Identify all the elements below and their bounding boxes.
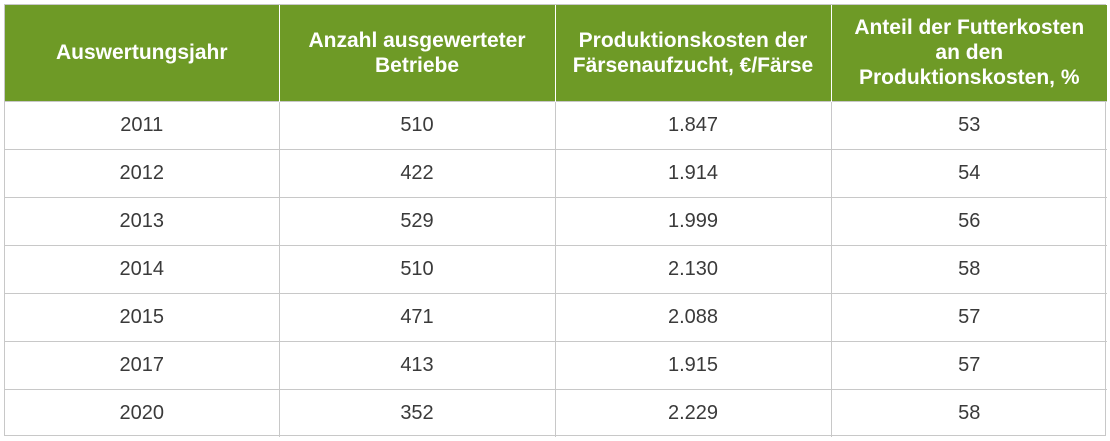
table-row: 2013 529 1.999 56 [5, 196, 1107, 245]
cell-production-cost: 1.999 [555, 196, 832, 245]
table-row: 2014 510 2.130 58 [5, 244, 1107, 293]
cell-feed-cost-share: 54 [831, 148, 1107, 197]
table-body: 2011 510 1.847 53 2012 422 1.914 54 2013 529 1.999… [5, 100, 1107, 437]
cell-feed-cost-share: 56 [831, 196, 1107, 245]
cell-feed-cost-share: 57 [831, 340, 1107, 389]
header-year: Auswertungsjahr [5, 5, 280, 101]
cell-production-cost: 1.915 [555, 340, 832, 389]
table-header: Auswertungsjahr Anzahl ausgewerteter Bet… [5, 5, 1107, 101]
table-row: 2011 510 1.847 53 [5, 100, 1107, 149]
header-farm-count: Anzahl ausgewerteter Betriebe [279, 5, 556, 101]
cell-farm-count: 471 [279, 292, 556, 341]
cell-feed-cost-share: 57 [831, 292, 1107, 341]
header-feed-cost-share: Anteil der Futterkosten an den Produktio… [831, 5, 1107, 101]
header-row: Auswertungsjahr Anzahl ausgewerteter Bet… [5, 5, 1107, 101]
table-row: 2012 422 1.914 54 [5, 148, 1107, 197]
cell-year: 2020 [5, 388, 280, 437]
cell-production-cost: 2.130 [555, 244, 832, 293]
cell-farm-count: 510 [279, 244, 556, 293]
cell-year: 2017 [5, 340, 280, 389]
cell-farm-count: 510 [279, 100, 556, 149]
table-row: 2017 413 1.915 57 [5, 340, 1107, 389]
cell-feed-cost-share: 58 [831, 388, 1107, 437]
cell-production-cost: 1.847 [555, 100, 832, 149]
cell-year: 2012 [5, 148, 280, 197]
cell-year: 2013 [5, 196, 280, 245]
cell-farm-count: 413 [279, 340, 556, 389]
table-row: 2020 352 2.229 58 [5, 388, 1107, 437]
table-row: 2015 471 2.088 57 [5, 292, 1107, 341]
cell-year: 2014 [5, 244, 280, 293]
cell-farm-count: 529 [279, 196, 556, 245]
cell-production-cost: 2.229 [555, 388, 832, 437]
cell-year: 2011 [5, 100, 280, 149]
cell-farm-count: 352 [279, 388, 556, 437]
cell-year: 2015 [5, 292, 280, 341]
header-production-cost: Produktionskosten der Färsenaufzucht, €/… [555, 5, 832, 101]
cell-feed-cost-share: 53 [831, 100, 1107, 149]
cell-farm-count: 422 [279, 148, 556, 197]
data-table-container: Auswertungsjahr Anzahl ausgewerteter Bet… [4, 4, 1107, 437]
cell-production-cost: 1.914 [555, 148, 832, 197]
cost-table: Auswertungsjahr Anzahl ausgewerteter Bet… [5, 5, 1107, 437]
cell-feed-cost-share: 58 [831, 244, 1107, 293]
cell-production-cost: 2.088 [555, 292, 832, 341]
